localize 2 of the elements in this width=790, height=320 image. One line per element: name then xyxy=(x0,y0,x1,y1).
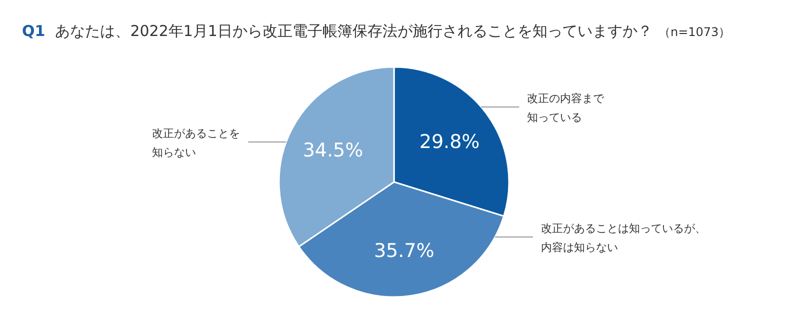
title: Q1 あなたは、2022年1月1日から改正電子帳簿保存法が施行されることを知っていますか？ xyxy=(22,22,652,40)
annotation: （n=1073） xyxy=(658,25,731,39)
